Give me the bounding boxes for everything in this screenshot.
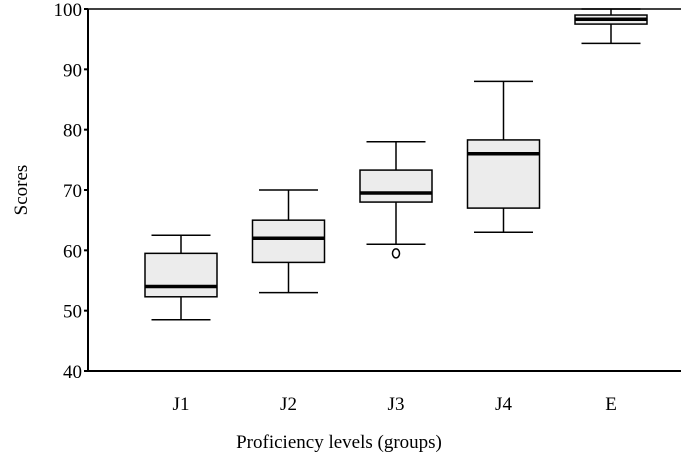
x-axis-title: Proficiency levels (groups) bbox=[236, 432, 442, 453]
box-j3 bbox=[359, 140, 433, 259]
box-iqr bbox=[144, 252, 218, 298]
x-tick-label: J3 bbox=[388, 394, 405, 415]
y-tick-label: 90 bbox=[63, 60, 82, 81]
outlier-point bbox=[391, 248, 401, 259]
y-axis-ticks: 40 50 60 70 80 90 100 bbox=[54, 0, 88, 383]
y-tick-label: 50 bbox=[63, 302, 82, 323]
y-tick-label: 40 bbox=[63, 362, 82, 383]
x-tick-label: J1 bbox=[173, 394, 190, 415]
y-tick-label: 60 bbox=[63, 241, 82, 262]
y-tick-label: 70 bbox=[63, 181, 82, 202]
y-axis-title: Scores bbox=[11, 165, 32, 216]
box-e bbox=[574, 8, 648, 45]
box-iqr bbox=[466, 139, 541, 209]
y-tick-label: 80 bbox=[63, 121, 82, 142]
box-iqr bbox=[359, 169, 433, 203]
box-iqr bbox=[251, 219, 326, 264]
x-axis-ticks: J1 J2 J3 J4 E bbox=[173, 394, 617, 415]
box-series bbox=[144, 8, 648, 321]
x-tick-label: J2 bbox=[280, 394, 297, 415]
y-tick-label: 100 bbox=[54, 0, 83, 21]
box-j1 bbox=[144, 234, 218, 321]
box-j2 bbox=[251, 189, 326, 294]
box-j4 bbox=[466, 80, 541, 233]
x-tick-label: E bbox=[605, 394, 617, 415]
x-tick-label: J4 bbox=[495, 394, 512, 415]
